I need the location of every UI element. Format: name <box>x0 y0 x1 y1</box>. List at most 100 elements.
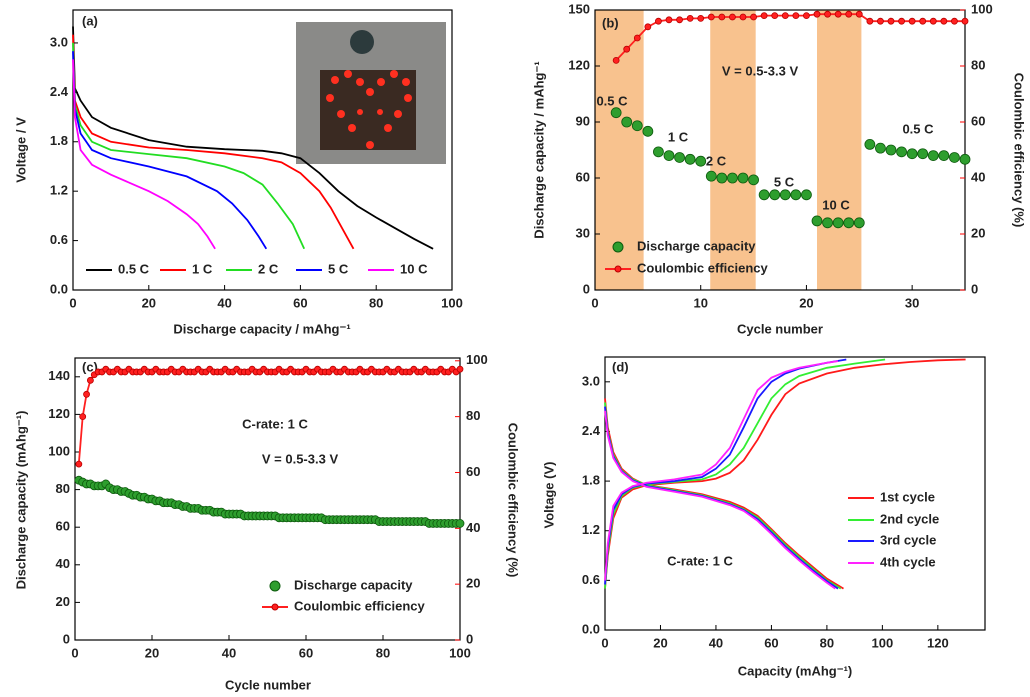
data-point <box>664 151 674 161</box>
data-point <box>759 190 769 200</box>
data-point <box>727 173 737 183</box>
data-point <box>696 156 706 166</box>
data-point <box>708 14 714 20</box>
data-point <box>888 18 894 24</box>
x-tick-label: 100 <box>449 645 471 660</box>
x-tick-label: 100 <box>872 635 894 650</box>
y-tick-label: 1.8 <box>50 133 68 148</box>
data-point <box>698 15 704 21</box>
y-tick-label: 1.2 <box>50 183 68 198</box>
data-point <box>825 11 831 17</box>
data-point <box>856 11 862 17</box>
data-point <box>823 218 833 228</box>
data-point <box>803 13 809 19</box>
legend-label: 10 C <box>400 261 428 276</box>
data-point <box>833 218 843 228</box>
data-point <box>457 366 463 372</box>
y2-axis-title: Coulombic efficiency (%) <box>506 423 521 578</box>
y-tick-label: 60 <box>576 169 590 184</box>
x-axis-title: Cycle number <box>225 677 311 692</box>
y2-tick-label: 0 <box>466 631 473 646</box>
y-tick-label: 0 <box>583 281 590 296</box>
data-point <box>456 519 464 527</box>
y-tick-label: 20 <box>56 594 70 609</box>
x-tick-label: 20 <box>799 295 813 310</box>
data-point <box>719 14 725 20</box>
data-point <box>749 175 759 185</box>
data-point <box>846 11 852 17</box>
data-point <box>613 57 619 63</box>
data-point <box>782 13 788 19</box>
annotation: 2 C <box>706 153 727 168</box>
x-axis-title: Cycle number <box>737 321 823 336</box>
data-point <box>949 152 959 162</box>
data-point <box>622 117 632 127</box>
y-tick-label: 120 <box>568 57 590 72</box>
annotation: 10 C <box>822 197 850 212</box>
data-point <box>918 149 928 159</box>
data-point <box>897 147 907 157</box>
y-tick-label: 3.0 <box>582 373 600 388</box>
data-point <box>666 17 672 23</box>
x-tick-label: 60 <box>293 295 307 310</box>
y2-tick-label: 60 <box>971 113 985 128</box>
y2-tick-label: 40 <box>466 520 480 535</box>
data-point <box>770 190 780 200</box>
data-point <box>877 18 883 24</box>
data-point <box>867 18 873 24</box>
data-point <box>928 151 938 161</box>
data-point <box>886 145 896 155</box>
data-point <box>643 126 653 136</box>
y-tick-label: 1.2 <box>582 522 600 537</box>
data-point <box>920 18 926 24</box>
x-axis-title: Discharge capacity / mAhg⁻¹ <box>173 321 350 336</box>
x-axis-title: Capacity (mAhg⁻¹) <box>738 663 852 678</box>
data-point <box>634 35 640 41</box>
data-point <box>962 18 968 24</box>
annotation: 0.5 C <box>902 121 934 136</box>
annotation: V = 0.5-3.3 V <box>722 63 799 78</box>
data-point <box>907 149 917 159</box>
y-tick-label: 90 <box>576 113 590 128</box>
y-tick-label: 2.4 <box>50 84 69 99</box>
legend-label: 4th cycle <box>880 554 936 569</box>
annotation: 0.5 C <box>596 93 628 108</box>
legend-label: Discharge capacity <box>294 577 413 592</box>
y-axis-title: Voltage / V <box>13 117 28 183</box>
data-point <box>717 173 727 183</box>
y-tick-label: 120 <box>48 406 70 421</box>
legend-marker <box>272 604 278 610</box>
legend-marker <box>270 581 280 591</box>
inset-photo <box>296 22 446 164</box>
data-point <box>729 14 735 20</box>
data-point <box>76 461 82 467</box>
data-point <box>899 18 905 24</box>
y2-tick-label: 20 <box>466 576 480 591</box>
x-tick-label: 40 <box>217 295 231 310</box>
legend-marker <box>613 242 623 252</box>
x-tick-label: 40 <box>709 635 723 650</box>
legend-label: 1 C <box>192 261 213 276</box>
x-tick-label: 10 <box>693 295 707 310</box>
data-point <box>685 154 695 164</box>
series-line <box>73 43 304 249</box>
x-tick-label: 0 <box>71 645 78 660</box>
y-tick-label: 40 <box>56 556 70 571</box>
legend-label: 0.5 C <box>118 261 150 276</box>
y-tick-label: 100 <box>48 443 70 458</box>
data-point <box>675 152 685 162</box>
x-tick-label: 0 <box>69 295 76 310</box>
legend-label: 5 C <box>328 261 349 276</box>
x-tick-label: 120 <box>927 635 949 650</box>
data-point <box>939 151 949 161</box>
data-point <box>740 14 746 20</box>
x-tick-label: 60 <box>299 645 313 660</box>
annotation: V = 0.5-3.3 V <box>262 451 339 466</box>
panel: 0204060801001200.00.61.21.82.43.0(d)Capa… <box>541 357 985 678</box>
x-tick-label: 100 <box>441 295 463 310</box>
y-axis-title: Voltage (V) <box>541 462 556 529</box>
data-point <box>780 190 790 200</box>
data-point <box>624 46 630 52</box>
data-point <box>87 377 93 383</box>
data-point <box>84 391 90 397</box>
